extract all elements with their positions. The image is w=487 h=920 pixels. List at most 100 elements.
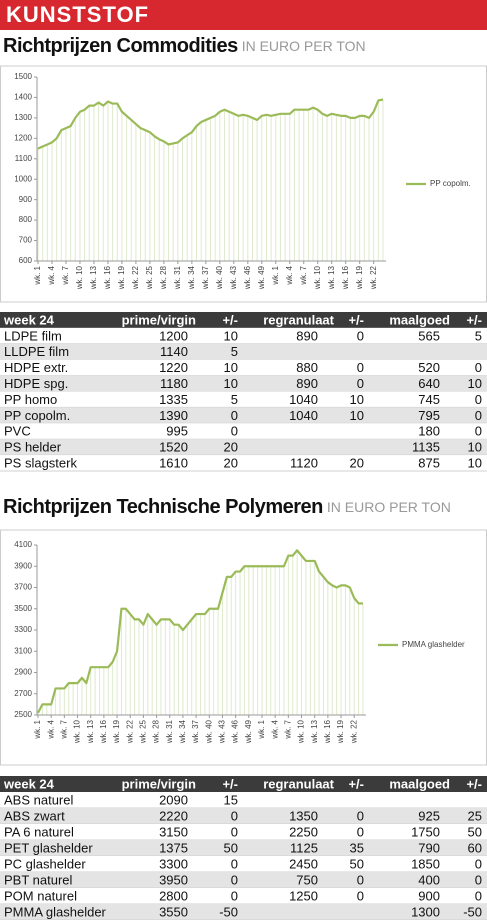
x-tick-label: wk. 46 — [243, 265, 252, 290]
x-tick-label: wk. 4 — [285, 265, 294, 285]
row-label: LDPE film — [4, 328, 62, 343]
x-tick-label: wk. 10 — [297, 719, 306, 744]
cell-value: 10 — [350, 392, 364, 407]
x-tick-label: wk. 16 — [103, 265, 112, 290]
cell-value: 0 — [231, 808, 238, 823]
x-tick-label: wk. 16 — [341, 265, 350, 290]
column-header: prime/virgin — [122, 776, 196, 791]
cell-value: 1125 — [290, 840, 318, 855]
x-tick-label: wk. 10 — [313, 265, 322, 290]
cell-value: 60 — [468, 840, 482, 855]
chart-heading: Richtprijzen Technische Polymeren IN EURO… — [3, 496, 451, 518]
cell-value: 20 — [224, 440, 238, 455]
cell-value: 2800 — [159, 888, 188, 903]
cell-value: 50 — [350, 856, 364, 871]
row-label: PET glashelder — [4, 840, 93, 855]
cell-value: 995 — [166, 424, 188, 439]
table-header-bg — [0, 312, 487, 328]
cell-value: 1750 — [411, 824, 440, 839]
cell-value: 0 — [475, 360, 482, 375]
cell-value: 25 — [468, 808, 482, 823]
cell-value: 1140 — [160, 344, 188, 359]
y-tick-label: 900 — [19, 195, 33, 204]
cell-value: 1040 — [289, 392, 318, 407]
cell-value: 1520 — [159, 440, 188, 455]
table-row-bg — [0, 824, 487, 840]
cell-value: 10 — [224, 376, 238, 391]
y-tick-label: 3900 — [14, 561, 32, 570]
cell-value: 1850 — [411, 856, 440, 871]
row-label: ABS naturel — [4, 792, 73, 807]
cell-value: 0 — [357, 376, 364, 391]
cell-value: 0 — [357, 360, 364, 375]
column-header: +/- — [222, 776, 238, 791]
cell-value: 3150 — [159, 824, 188, 839]
cell-value: 20 — [224, 455, 238, 470]
x-tick-label: wk. 13 — [89, 265, 98, 290]
x-tick-label: wk. 13 — [86, 719, 95, 744]
cell-value: 10 — [224, 328, 238, 343]
cell-value: 0 — [357, 824, 364, 839]
cell-value: 1120 — [290, 455, 318, 470]
chart-title: Richtprijzen Technische Polymeren — [3, 496, 323, 518]
header-bar — [0, 0, 487, 30]
cell-value: 1180 — [160, 376, 188, 391]
series-line — [37, 549, 363, 714]
row-label: PS helder — [4, 440, 62, 455]
column-header: regranulaat — [263, 312, 334, 327]
table-row-bg — [0, 423, 487, 440]
row-label: PA 6 naturel — [4, 824, 74, 839]
x-tick-label: wk. 28 — [152, 719, 161, 744]
cell-value: 1250 — [289, 888, 318, 903]
cell-value: 0 — [231, 872, 238, 887]
table-row-bg — [0, 407, 487, 424]
x-tick-label: wk. 31 — [173, 265, 182, 290]
column-header: +/- — [466, 312, 482, 327]
x-tick-label: wk. 25 — [145, 265, 154, 290]
y-tick-label: 4100 — [14, 540, 32, 549]
x-tick-label: wk. 22 — [369, 265, 378, 290]
cell-value: 0 — [231, 824, 238, 839]
cell-value: 10 — [224, 360, 238, 375]
table-row-bg — [0, 792, 487, 808]
x-tick-label: wk. 7 — [283, 719, 292, 739]
cell-value: 5 — [231, 392, 238, 407]
x-tick-label: wk. 37 — [191, 719, 200, 744]
cell-value: 1220 — [159, 360, 188, 375]
cell-value: 0 — [475, 872, 482, 887]
cell-value: 750 — [296, 872, 318, 887]
cell-value: 15 — [224, 792, 238, 807]
row-label: HDPE extr. — [4, 360, 68, 375]
x-tick-label: wk. 19 — [355, 265, 364, 290]
y-tick-label: 2700 — [14, 689, 32, 698]
x-tick-label: wk. 16 — [323, 719, 332, 744]
cell-value: 2220 — [159, 808, 188, 823]
y-tick-label: 600 — [19, 256, 33, 265]
cell-value: 3550 — [159, 904, 188, 919]
cell-value: 0 — [357, 808, 364, 823]
x-tick-label: wk. 31 — [165, 719, 174, 744]
row-label: PMMA glashelder — [4, 904, 107, 919]
cell-value: 0 — [231, 888, 238, 903]
cell-value: 5 — [475, 328, 482, 343]
x-tick-label: wk. 46 — [231, 719, 240, 744]
cell-value: 890 — [296, 376, 318, 391]
legend-label: PP copolm. — [430, 179, 471, 188]
x-tick-label: wk. 13 — [310, 719, 319, 744]
cell-value: 2090 — [159, 792, 188, 807]
cell-value: 925 — [418, 808, 440, 823]
cell-value: 0 — [231, 856, 238, 871]
cell-value: 1375 — [159, 840, 188, 855]
x-tick-label: wk. 37 — [201, 265, 210, 290]
x-tick-label: wk. 34 — [187, 265, 196, 290]
y-tick-label: 1200 — [14, 133, 32, 142]
table-row-bg — [0, 455, 487, 471]
cell-value: 2450 — [289, 856, 318, 871]
cell-value: 795 — [418, 408, 440, 423]
x-tick-label: wk. 19 — [112, 719, 121, 744]
x-tick-label: wk. 7 — [61, 265, 70, 285]
column-header: +/- — [222, 312, 238, 327]
cell-value: 0 — [475, 856, 482, 871]
x-tick-label: wk. 22 — [349, 719, 358, 744]
cell-value: 35 — [350, 840, 364, 855]
